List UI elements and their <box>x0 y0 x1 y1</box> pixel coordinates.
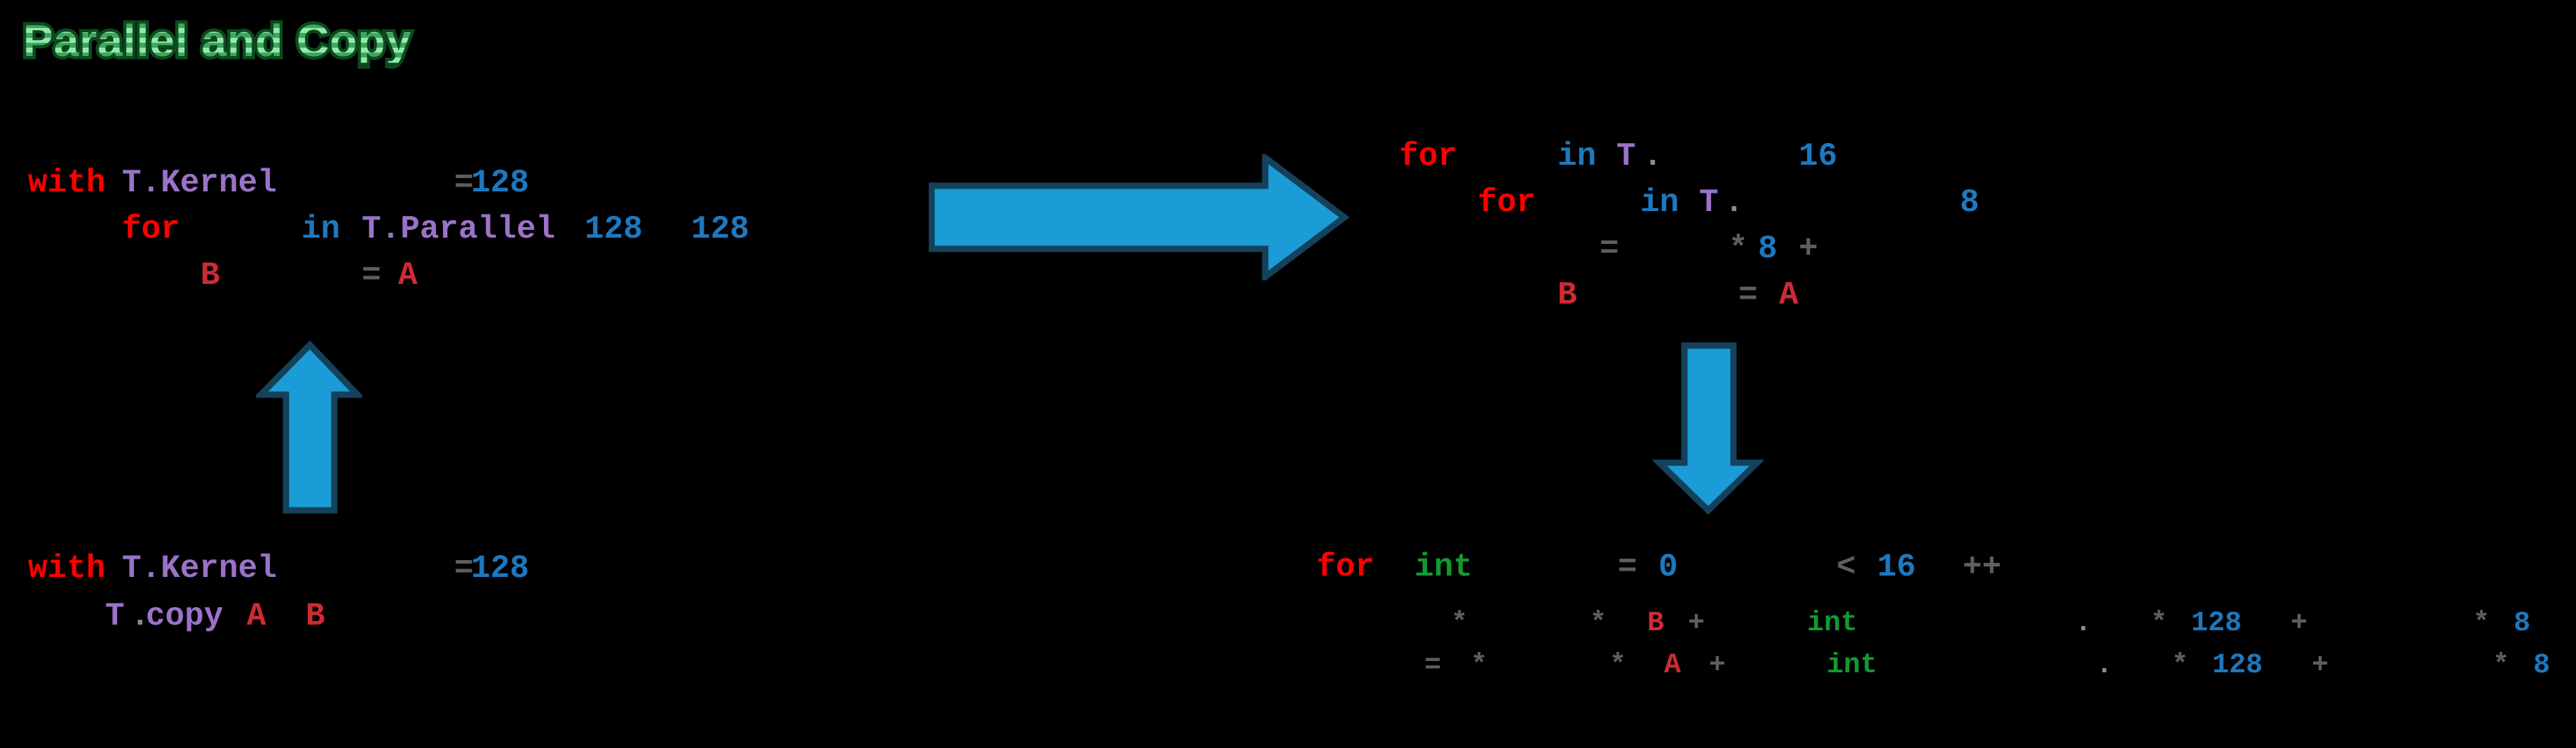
code-token: = <box>1738 277 1758 313</box>
code-token: 128 <box>691 211 749 247</box>
code-token: 8 <box>2514 608 2531 639</box>
code-token: A <box>1664 650 1682 681</box>
code-token: for <box>122 211 180 247</box>
code-token: for <box>1399 138 1457 175</box>
code-token: 128 <box>471 550 529 587</box>
code-token: T.Kernel <box>122 165 277 201</box>
slide-title-outline: Parallel and Copy <box>20 15 414 67</box>
code-token: * <box>2473 608 2490 639</box>
code-token: * <box>2172 650 2189 681</box>
code-token: 8 <box>2533 650 2551 681</box>
code-token: ++ <box>1963 549 2002 585</box>
code-token: + <box>1709 650 1726 681</box>
code-token: with <box>28 165 106 201</box>
code-token: + <box>1799 231 1818 267</box>
code-token: * <box>1609 650 1627 681</box>
code-token: = <box>454 165 474 201</box>
code-token: T <box>1616 138 1636 175</box>
code-token: . <box>1724 184 1744 221</box>
code-token: B <box>306 598 325 634</box>
code-token: * <box>1451 608 1468 639</box>
code-token: 128 <box>2191 608 2242 639</box>
code-token: . <box>2096 650 2113 681</box>
code-token: + <box>2312 650 2329 681</box>
code-token: T <box>1699 184 1719 221</box>
code-token: 8 <box>1960 184 1979 221</box>
code-token: B <box>1647 608 1665 639</box>
code-token: * <box>1590 608 1607 639</box>
code-token: B <box>200 257 220 294</box>
code-token: in <box>301 211 341 247</box>
code-token: with <box>28 550 106 587</box>
code-token: * <box>1729 231 1748 267</box>
code-token: for <box>1478 184 1536 221</box>
code-token: * <box>1471 650 1488 681</box>
code-token: 16 <box>1877 549 1916 585</box>
code-token: int <box>1415 549 1473 585</box>
code-token: 0 <box>1658 549 1678 585</box>
down-arrow-icon <box>1653 342 1764 515</box>
code-token: T.Kernel <box>122 550 277 587</box>
code-token: = <box>1618 549 1637 585</box>
code-token: copy <box>146 598 224 634</box>
code-token: = <box>454 550 474 587</box>
code-token: 128 <box>471 165 529 201</box>
code-token: * <box>2151 608 2168 639</box>
code-token: = <box>1600 231 1619 267</box>
code-token: int <box>1827 650 1878 681</box>
code-token: 16 <box>1799 138 1838 175</box>
code-token: 8 <box>1758 231 1778 267</box>
right-arrow-icon <box>929 154 1349 280</box>
code-token: int <box>1807 608 1858 639</box>
code-token: < <box>1836 549 1856 585</box>
code-token: . <box>130 598 150 634</box>
code-token: T.Parallel <box>362 211 556 247</box>
slide-title-text: Parallel and Copy <box>23 15 412 66</box>
code-token: 128 <box>585 211 643 247</box>
code-token: A <box>247 598 266 634</box>
code-token: in <box>1640 184 1679 221</box>
code-token: B <box>1558 277 1577 313</box>
code-token: * <box>2493 650 2510 681</box>
up-arrow-icon <box>256 340 362 514</box>
code-token: 128 <box>2212 650 2263 681</box>
code-token: A <box>1779 277 1799 313</box>
code-token: + <box>1688 608 1705 639</box>
code-token: = <box>362 257 381 294</box>
code-token: = <box>1424 650 1442 681</box>
code-token: + <box>2291 608 2308 639</box>
code-token: A <box>398 257 418 294</box>
code-token: . <box>1643 138 1663 175</box>
code-token: for <box>1316 549 1375 585</box>
code-token: in <box>1558 138 1597 175</box>
code-token: T <box>105 598 125 634</box>
code-token: . <box>2075 608 2092 639</box>
